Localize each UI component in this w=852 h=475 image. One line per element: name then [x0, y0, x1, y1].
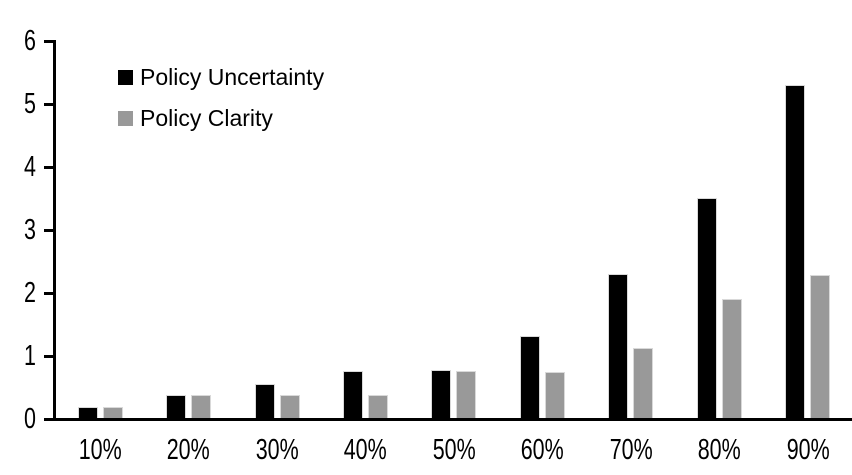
x-axis-label: 50%: [432, 434, 476, 466]
legend-item: Policy Uncertainty: [118, 63, 324, 91]
legend-label: Policy Uncertainty: [140, 64, 325, 90]
bar-group: [764, 41, 852, 419]
bar-policy-uncertainty: [343, 371, 364, 419]
bar-policy-clarity: [279, 395, 300, 419]
y-axis-label: 1: [24, 339, 36, 372]
y-axis-tick: [44, 291, 54, 295]
x-axis-label: 70%: [609, 434, 653, 466]
bar-group: [233, 41, 321, 419]
y-axis-label: 0: [24, 402, 36, 435]
y-axis-label: 4: [24, 150, 36, 183]
y-axis-tick: [44, 417, 54, 421]
bar-group: [410, 41, 498, 419]
y-axis-tick: [44, 165, 54, 169]
bar-policy-uncertainty: [696, 198, 717, 419]
bar-policy-clarity: [368, 395, 389, 419]
y-axis-tick: [44, 354, 54, 358]
x-axis-label: 20%: [167, 434, 211, 466]
legend-item: Policy Clarity: [118, 104, 324, 132]
bar-policy-clarity: [456, 371, 477, 419]
x-axis-label: 60%: [520, 434, 564, 466]
bar-policy-clarity: [810, 275, 831, 419]
y-axis-label: 3: [24, 213, 36, 246]
bar-policy-clarity: [633, 348, 654, 419]
bar-policy-uncertainty: [77, 407, 98, 419]
legend-swatch-icon: [118, 69, 133, 85]
y-axis-tick: [44, 39, 54, 43]
y-axis-line: [53, 40, 56, 421]
x-axis-label: 80%: [697, 434, 741, 466]
bar-policy-uncertainty: [608, 274, 629, 419]
bar-policy-uncertainty: [254, 384, 275, 419]
x-axis-label: 90%: [786, 434, 830, 466]
bar-policy-uncertainty: [519, 336, 540, 419]
bar-group: [56, 41, 144, 419]
bar-group: [587, 41, 675, 419]
x-axis-line: [53, 418, 852, 421]
y-axis-label: 6: [24, 24, 36, 57]
legend-label: Policy Clarity: [140, 105, 273, 131]
x-axis: 10% 20% 30% 40% 50% 60% 70% 80% 90%: [56, 436, 852, 465]
x-axis-label: 30%: [255, 434, 299, 466]
y-axis-label: 2: [24, 276, 36, 309]
x-axis-label: 40%: [344, 434, 388, 466]
chart-legend: Policy Uncertainty Policy Clarity: [118, 63, 324, 145]
bar-group: [144, 41, 232, 419]
bar-policy-uncertainty: [785, 85, 806, 419]
bar-group: [321, 41, 409, 419]
bar-policy-uncertainty: [431, 370, 452, 419]
y-axis-tick: [44, 102, 54, 106]
y-axis-label: 5: [24, 87, 36, 120]
bar-group: [498, 41, 586, 419]
bar-policy-clarity: [721, 299, 742, 419]
bar-policy-clarity: [191, 395, 212, 419]
bar-group: [675, 41, 763, 419]
bar-policy-uncertainty: [166, 395, 187, 419]
legend-swatch-icon: [118, 110, 133, 126]
plot-area: [56, 41, 852, 419]
bar-policy-clarity: [102, 407, 123, 419]
y-axis-tick: [44, 228, 54, 232]
bar-policy-clarity: [544, 372, 565, 419]
x-axis-label: 10%: [78, 434, 122, 466]
